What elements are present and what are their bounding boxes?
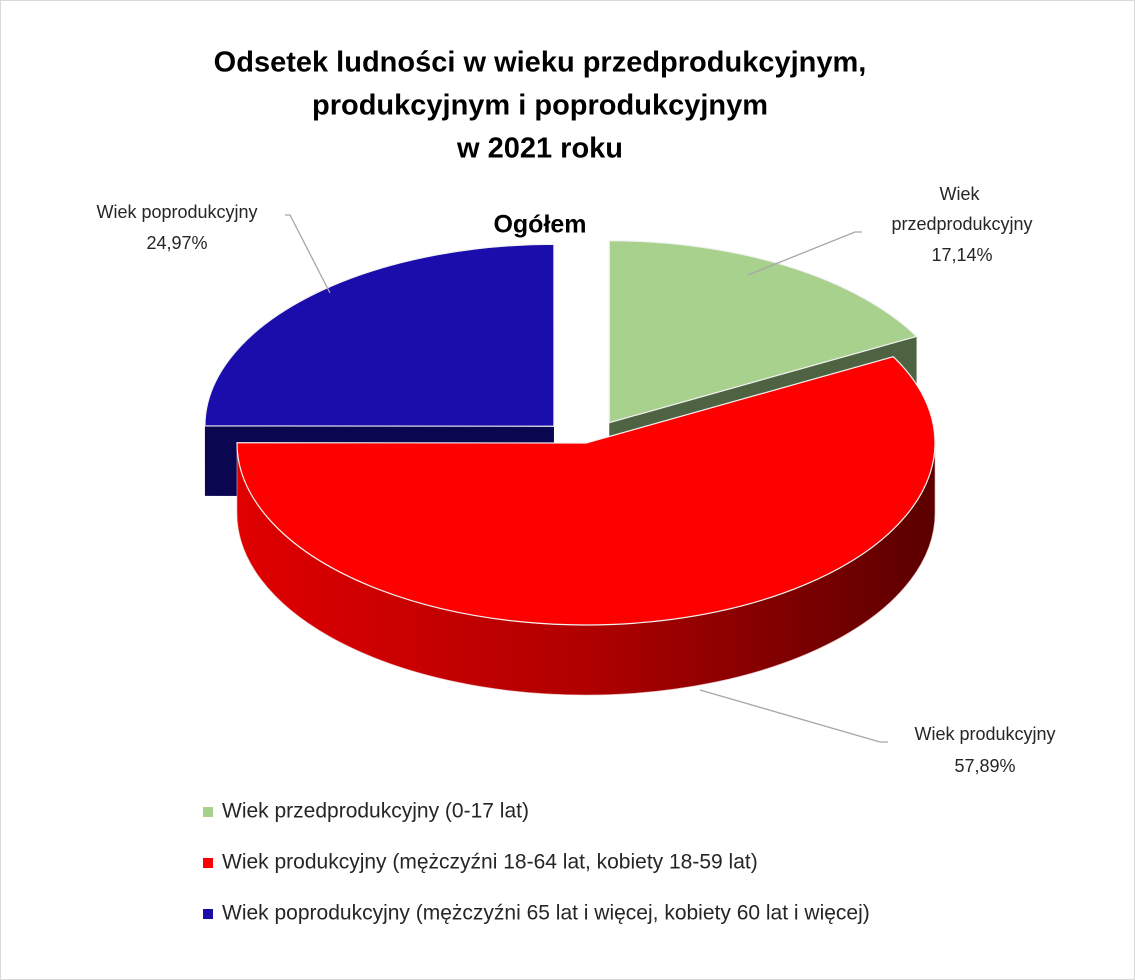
slice-top <box>608 240 918 424</box>
data-label-value: 57,89% <box>954 756 1015 776</box>
legend-marker <box>203 909 213 919</box>
legend-label: Wiek poprodukcyjny (mężczyźni 65 lat i w… <box>222 902 870 925</box>
chart-title: w 2021 roku <box>456 133 623 165</box>
data-label: Wiek produkcyjny <box>914 724 1055 744</box>
chart-subtitle: Ogółem <box>493 211 586 239</box>
legend-marker <box>203 807 213 817</box>
slice-top <box>204 243 555 427</box>
data-label-value: 24,97% <box>146 233 207 253</box>
pie <box>204 240 936 696</box>
leader-line <box>747 231 862 276</box>
chart-title: Odsetek ludności w wieku przedprodukcyjn… <box>214 47 867 79</box>
data-label: Wiek poprodukcyjny <box>96 202 257 222</box>
chart-title: produkcyjnym i poprodukcyjnym <box>312 90 768 122</box>
leader-line <box>699 689 888 743</box>
data-label-value: 17,14% <box>931 245 992 265</box>
slice-top <box>236 356 936 626</box>
legend: Wiek przedprodukcyjny (0-17 lat) Wiek pro… <box>203 800 870 925</box>
legend-marker <box>203 858 213 868</box>
leader-line <box>285 214 331 294</box>
legend-label: Wiek przedprodukcyjny (0-17 lat) <box>222 800 529 823</box>
data-label: Wiek przedprodukcyjny <box>891 184 1032 234</box>
legend-label: Wiek produkcyjny (mężczyźni 18-64 lat, k… <box>222 851 758 874</box>
pie-slice <box>236 356 936 696</box>
